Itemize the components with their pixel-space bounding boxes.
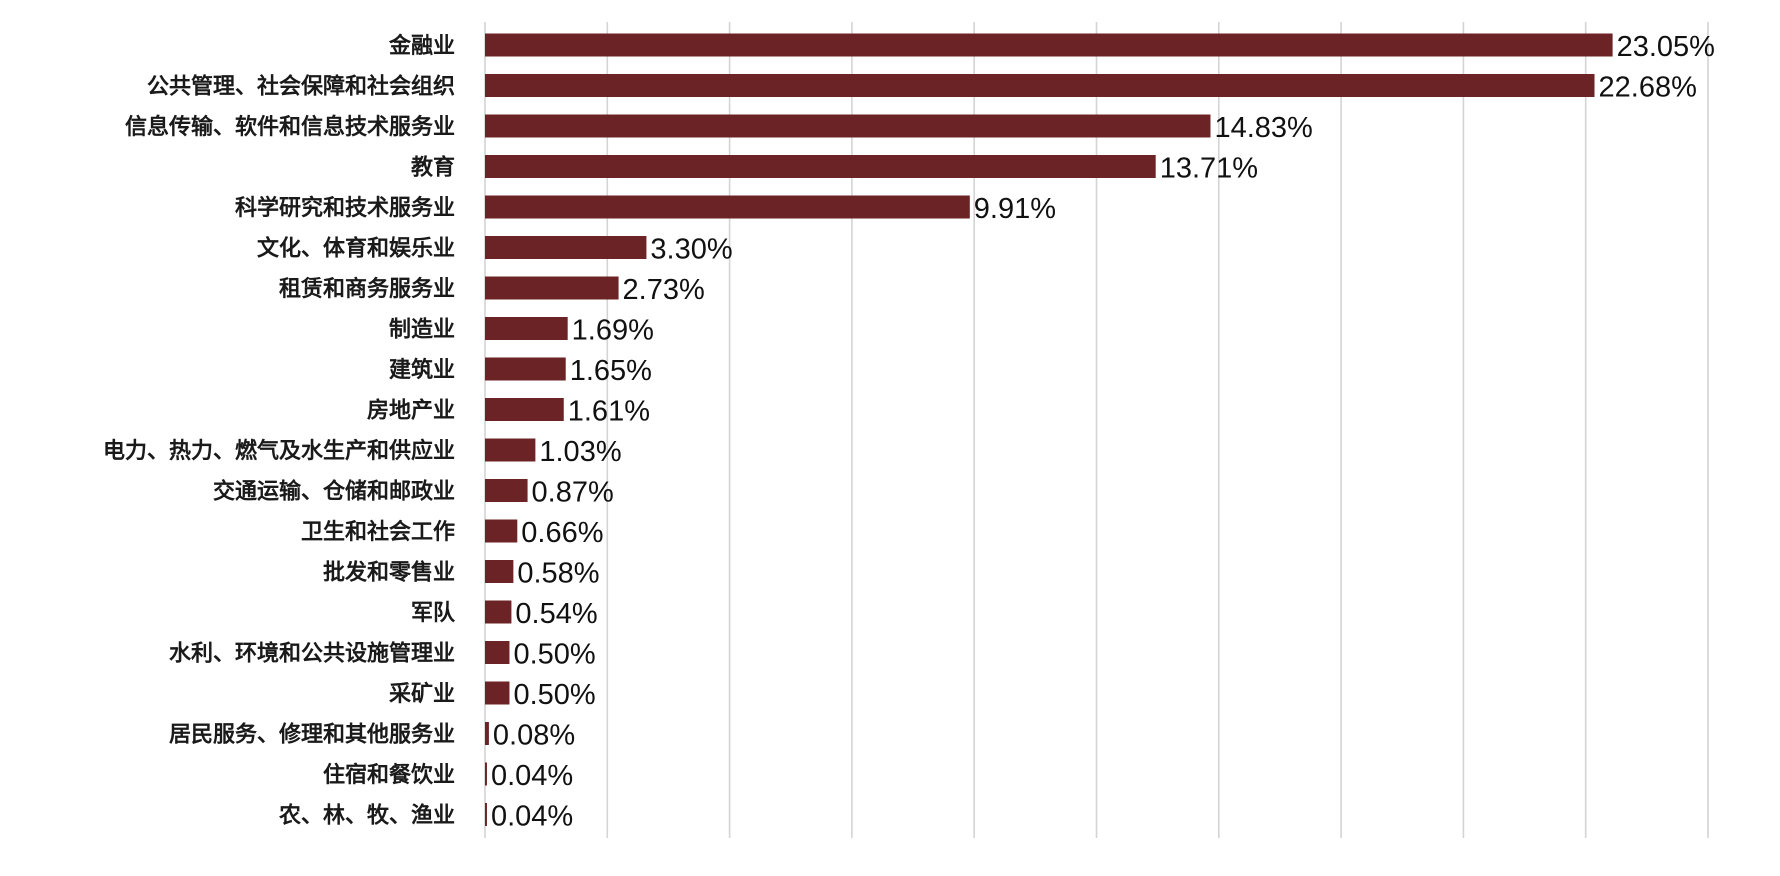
category-label-3: 教育 [411,155,455,181]
category-label-14: 军队 [411,601,456,626]
bar-11 [485,479,528,502]
category-label-10: 电力、热力、燃气及水生产和供应业 [103,438,455,464]
category-label-5: 文化、体育和娱乐业 [257,236,455,262]
category-label-16: 采矿业 [389,681,455,707]
category-label-2: 信息传输、软件和信息技术服务业 [125,114,455,140]
value-label-19: 0.04% [491,801,573,833]
bar-6 [485,276,619,300]
value-label-17: 0.08% [493,720,575,752]
value-label-3: 13.71% [1160,153,1258,185]
category-label-9: 房地产业 [367,398,455,424]
category-label-6: 租赁和商务服务业 [279,276,455,302]
bar-18 [485,762,487,786]
value-label-13: 0.58% [517,558,599,590]
bar-9 [485,398,564,421]
value-label-1: 22.68% [1599,72,1697,104]
category-label-12: 卫生和社会工作 [301,519,455,545]
category-label-11: 交通运输、仓储和邮政业 [213,479,455,505]
value-label-18: 0.04% [491,760,573,792]
category-label-7: 制造业 [389,318,455,343]
bar-0 [485,33,1613,57]
value-label-7: 1.69% [572,315,654,347]
bar-8 [485,357,566,381]
category-label-15: 水利、环境和公共设施管理业 [169,641,455,667]
category-label-17: 居民服务、修理和其他服务业 [169,722,455,748]
bar-17 [485,722,489,745]
value-label-15: 0.50% [513,639,595,671]
bar-3 [485,155,1156,178]
value-label-9: 1.61% [568,396,650,428]
value-label-6: 2.73% [623,274,705,306]
bar-13 [485,560,514,583]
bars [485,33,1613,826]
bar-10 [485,438,536,462]
value-label-5: 3.30% [650,234,732,266]
bar-7 [485,317,568,340]
category-label-0: 金融业 [388,33,455,59]
category-labels: 金融业公共管理、社会保障和社会组织信息传输、软件和信息技术服务业教育科学研究和技… [103,33,456,829]
bar-15 [485,641,510,664]
value-label-10: 1.03% [539,436,621,468]
bar-16 [485,681,510,705]
bar-5 [485,236,647,259]
bar-19 [485,803,487,826]
value-labels: 23.05% 22.68% 14.83% 13.71% 9.91% 3.30% 2.73% 1… [491,31,1715,833]
value-label-14: 0.54% [515,598,597,630]
value-label-4: 9.91% [974,193,1056,225]
value-label-12: 0.66% [521,517,603,549]
bar-4 [485,195,970,219]
bar-14 [485,600,512,624]
category-label-8: 建筑业 [389,357,455,383]
bar-1 [485,74,1595,97]
value-label-2: 14.83% [1214,112,1312,144]
bar-12 [485,519,518,543]
category-label-18: 住宿和餐饮业 [323,762,455,788]
category-label-13: 批发和零售业 [323,560,455,586]
bar-2 [485,114,1211,138]
value-label-8: 1.65% [570,355,652,387]
value-label-11: 0.87% [532,477,614,509]
category-label-1: 公共管理、社会保障和社会组织 [147,74,455,100]
value-label-16: 0.50% [513,679,595,711]
category-label-4: 科学研究和技术服务业 [235,195,455,221]
category-label-19: 农、林、牧、渔业 [278,803,455,829]
value-label-0: 23.05% [1617,31,1715,63]
